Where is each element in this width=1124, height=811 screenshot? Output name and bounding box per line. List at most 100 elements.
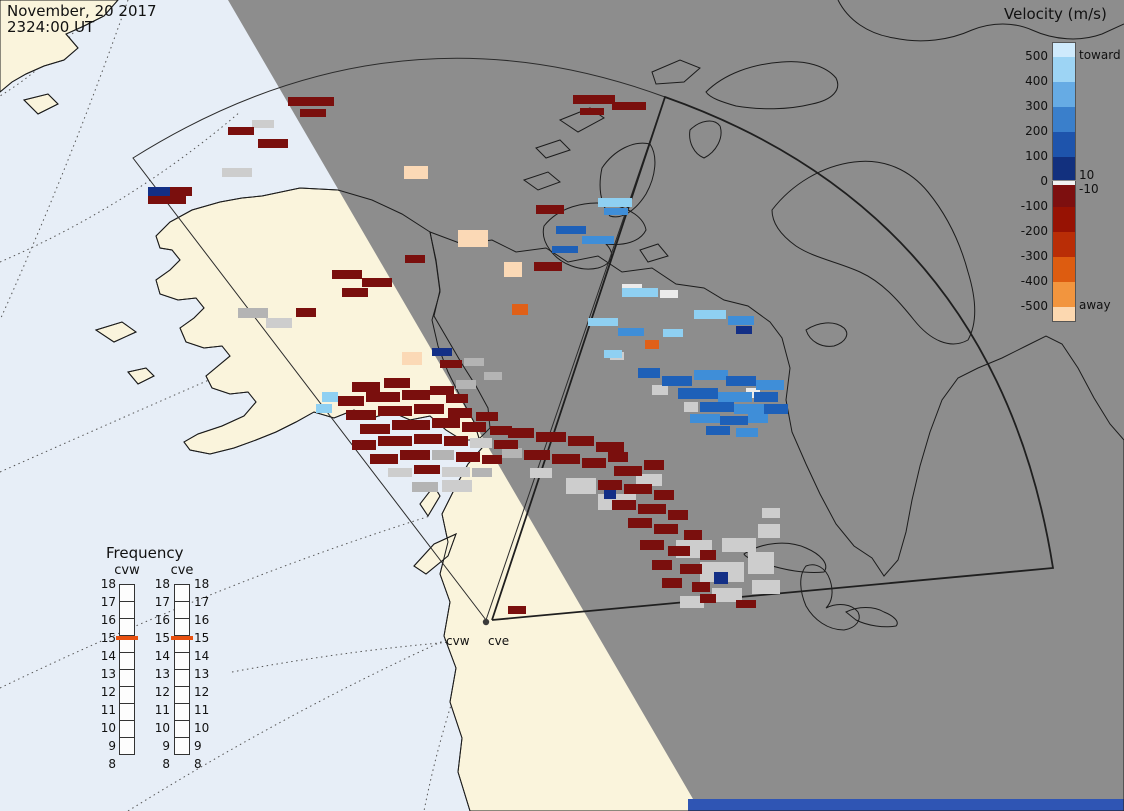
velocity-cell-lg [762,508,780,518]
velocity-minus10-label: -10 [1079,182,1099,196]
velocity-cell-dr [346,410,376,420]
colorbar-segment [1053,82,1075,107]
plot-date: November, 20 2017 [7,2,157,20]
freq-bar-cell [119,703,135,721]
freq-bar-cell [119,618,135,636]
freq-bar-cell [119,669,135,687]
freq-scale-number: 16 [100,613,116,627]
velocity-cell-dr [258,139,288,148]
velocity-cell-wh [660,290,678,298]
velocity-cell-dr [170,187,192,196]
freq-marker-cvw [116,636,138,640]
freq-scale-number: 9 [194,739,202,753]
velocity-tick-label: -300 [1020,249,1048,263]
colorbar-segment [1053,57,1075,82]
freq-scale-number: 14 [154,649,170,663]
velocity-cell-o [645,340,659,349]
velocity-cell-lg [442,467,470,477]
velocity-cell-lb [694,310,726,319]
velocity-cell-dr [414,404,444,414]
velocity-cell-dr [366,392,400,402]
velocity-cell-dr [612,102,646,110]
freq-scale-number: 11 [154,703,170,717]
velocity-cell-dr [300,109,326,117]
velocity-data-cells [148,95,788,614]
velocity-cell-dr [414,434,442,444]
freq-scale-number: 13 [154,667,170,681]
freq-scale-number: 13 [100,667,116,681]
freq-bar-cell [174,618,190,636]
velocity-cell-o [512,304,528,315]
site-label-cvw: cvw [446,634,470,648]
velocity-cell-dr [476,412,498,421]
velocity-cell-mb [604,208,628,215]
velocity-cell-b [726,376,756,386]
freq-scale-number: 12 [154,685,170,699]
velocity-cell-lg [722,538,756,552]
freq-bar-cell [174,652,190,670]
site-label-cve: cve [488,634,510,648]
velocity-cell-mb [718,392,752,402]
grid-line [0,0,129,321]
velocity-legend-title: Velocity (m/s) [1004,5,1107,23]
velocity-cell-nb [604,490,616,499]
velocity-cell-lb [598,198,632,207]
velocity-cell-mb [582,236,614,244]
velocity-cell-dr [736,600,756,608]
freq-bar-cell [119,652,135,670]
velocity-cell-dr [148,196,186,204]
freq-scale-number: 16 [154,613,170,627]
freq-scale-number: 11 [194,703,210,717]
freq-scale-number: 18 [100,577,116,591]
velocity-cell-dr [668,546,690,556]
velocity-cell-lg [712,588,742,602]
velocity-cell-gy [238,308,268,318]
velocity-cell-dr [654,490,674,500]
velocity-cell-dr [405,255,425,263]
velocity-tick-label: 0 [1040,174,1048,188]
fov-outlines [132,57,1055,621]
radar-site-marker [482,618,490,626]
velocity-tick-label: -200 [1020,224,1048,238]
velocity-cell-lb [604,350,622,358]
velocity-cell-dr [640,540,664,550]
plot-time: 2324:00 UT [7,18,95,36]
velocity-cell-dr [384,378,410,388]
velocity-tick-label: 500 [1025,49,1048,63]
velocity-cell-lg [252,120,274,128]
velocity-cell-lg [388,468,412,477]
freq-scale-number: 8 [194,757,202,771]
velocity-cell-dr [448,408,472,418]
velocity-cell-dr [508,428,534,438]
velocity-cell-dr [352,440,376,450]
velocity-cell-dr [444,436,468,446]
freq-bar-cell [174,584,190,602]
velocity-cell-b [700,402,734,412]
velocity-cell-b [678,388,718,399]
velocity-cell-lg [652,385,668,395]
velocity-cell-dr [402,390,430,400]
velocity-tick-label: 400 [1025,74,1048,88]
velocity-cell-dr [446,394,468,403]
freq-col-label-cve: cve [170,563,194,578]
colorbar-segment [1053,232,1075,257]
velocity-cell-dr [614,466,642,476]
velocity-cell-lb [588,318,618,326]
velocity-zero-line [1052,180,1076,181]
velocity-cell-dr [700,550,716,560]
freq-scale-number: 15 [100,631,116,645]
velocity-cell-b [720,416,748,425]
velocity-cell-lg [748,552,774,574]
velocity-cell-dr [332,270,362,279]
velocity-cell-dr [582,458,606,468]
velocity-cell-dr [680,564,702,574]
freq-scale-column-left: 18 17 16 15 14 13 12 11 10 9 8 [88,575,116,773]
velocity-cell-gy [472,468,492,477]
velocity-cell-lg [470,438,492,448]
velocity-cell-nb [714,572,728,584]
colorbar-segment [1053,307,1075,321]
velocity-cell-dr [536,432,566,442]
velocity-cell-dr [700,594,716,603]
velocity-cell-dr [338,396,364,406]
